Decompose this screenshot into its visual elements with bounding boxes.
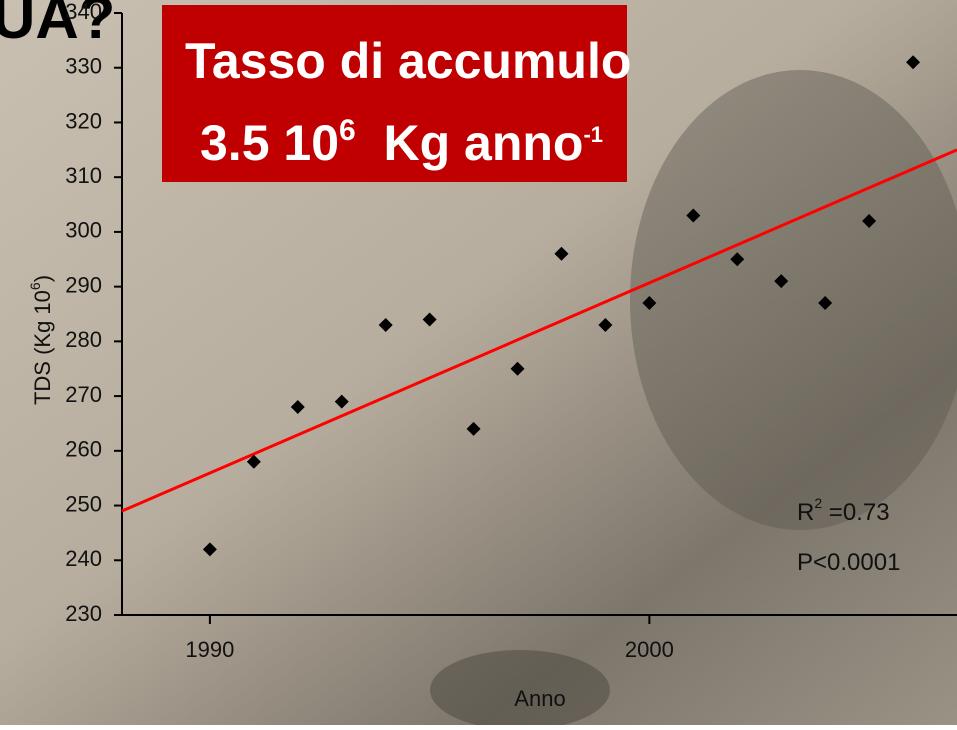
y-tick-label: 240	[65, 546, 102, 571]
data-point	[906, 55, 921, 70]
title-text: Kg anno	[356, 115, 584, 171]
p-annotation: P<0.0001	[797, 549, 900, 576]
data-point	[730, 252, 745, 267]
title-box	[162, 5, 627, 182]
x-axis-label: Anno	[514, 686, 565, 711]
data-point	[818, 296, 833, 311]
data-point	[774, 274, 789, 289]
data-point	[554, 246, 569, 261]
data-point	[422, 312, 437, 327]
data-point	[686, 208, 701, 223]
data-point	[334, 394, 349, 409]
data-point	[378, 317, 393, 332]
y-tick-label: 280	[65, 327, 102, 352]
trend-line	[121, 148, 957, 513]
title-text: 3.5 10	[200, 115, 339, 171]
y-tick-label: 270	[65, 382, 102, 407]
y-label-sup: 6	[27, 282, 43, 290]
title-sup: 6	[339, 114, 356, 147]
title-sup: -1	[583, 122, 603, 147]
y-axis-label: TDS (Kg 106)	[27, 275, 55, 405]
header-fragment: UA?	[0, 0, 115, 51]
x-tick-label: 1990	[185, 637, 234, 662]
title-line: 3.5 106 Kg anno-1	[200, 114, 603, 171]
y-tick-label: 230	[65, 601, 102, 626]
y-tick-label: 260	[65, 437, 102, 462]
data-point	[290, 400, 305, 415]
r2-annotation: R2 =0.73	[797, 495, 890, 526]
y-tick-label: 310	[65, 163, 102, 188]
title-line: Tasso di accumulo	[185, 33, 631, 89]
r2-value: =0.73	[822, 499, 889, 526]
photo-shade	[430, 650, 610, 730]
data-point	[510, 361, 525, 376]
data-point	[246, 454, 261, 469]
y-label-text: TDS (Kg 10	[30, 290, 55, 405]
y-tick-label: 290	[65, 272, 102, 297]
y-tick-label: 250	[65, 491, 102, 516]
photo-shade	[630, 70, 957, 530]
y-label-text: )	[30, 275, 55, 282]
data-point	[598, 317, 613, 332]
r2-sup: 2	[814, 495, 822, 511]
x-tick-label: 2000	[625, 637, 674, 662]
y-tick-label: 320	[65, 108, 102, 133]
r2-text: R	[797, 499, 814, 526]
data-point	[642, 296, 657, 311]
data-point	[862, 213, 877, 228]
y-tick-label: 330	[65, 54, 102, 79]
y-tick-label: 340	[65, 0, 102, 24]
y-tick-label: 300	[65, 218, 102, 243]
data-point	[466, 421, 481, 436]
plot: 230 240 250 260 270 280 290 300 310 320 330 340 1990…	[65, 0, 957, 662]
data-point	[202, 542, 217, 557]
